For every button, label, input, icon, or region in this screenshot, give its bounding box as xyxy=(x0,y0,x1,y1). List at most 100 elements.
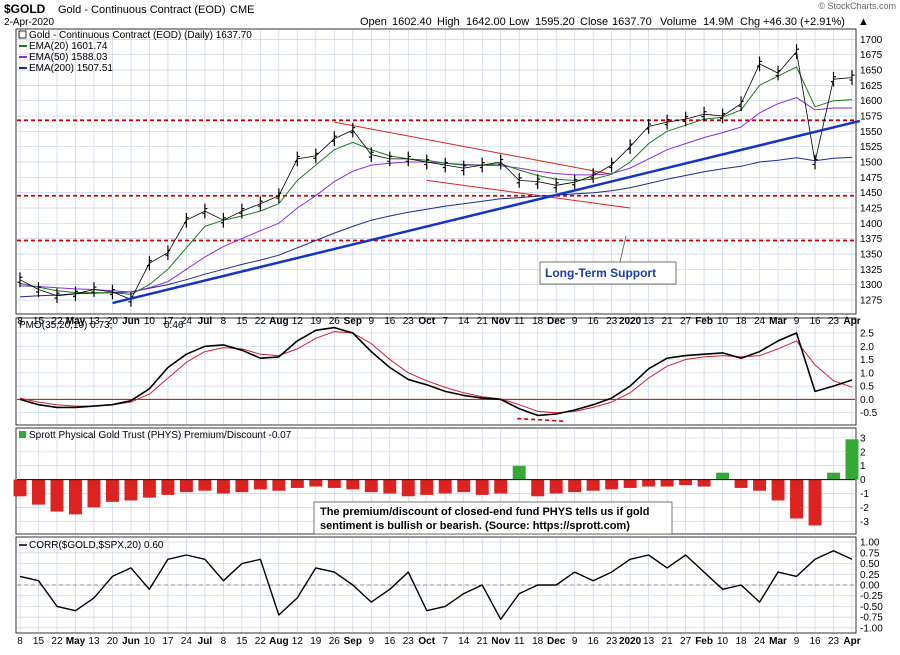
phys-bar xyxy=(87,479,101,508)
phys-bar xyxy=(235,479,249,493)
phys-tick-label: 0 xyxy=(860,475,866,486)
upper-x-tick-label: 18 xyxy=(532,316,544,327)
upper-x-tick-label: 13 xyxy=(88,316,100,327)
price-tick-label: 1650 xyxy=(860,66,883,77)
upper-x-tick-label: 18 xyxy=(736,316,748,327)
phys-bar xyxy=(420,479,434,495)
phys-bar xyxy=(605,479,619,490)
phys-bar xyxy=(827,472,840,480)
instrument-name: Gold - Continuous Contract (EOD) xyxy=(58,4,226,16)
corr-tick-label: 0.50 xyxy=(860,559,880,570)
header-date: 2-Apr-2020 xyxy=(4,17,54,28)
upper-x-tick-label: Jul xyxy=(198,316,213,327)
phys-bar xyxy=(753,479,767,491)
corr-tick-label: -0.25 xyxy=(860,591,883,602)
lower-x-tick-label: 11 xyxy=(514,636,525,647)
chg-value: +46.30 (+2.91%) xyxy=(763,16,845,28)
upper-x-tick-label: Aug xyxy=(269,316,288,327)
lower-x-tick-label: 27 xyxy=(680,636,692,647)
price-tick-label: 1325 xyxy=(860,265,883,276)
price-tick-label: 1450 xyxy=(860,188,883,199)
pmo-tick-label: 2.0 xyxy=(860,342,874,353)
phys-callout-line2: sentiment is bullish or bearish. (Source… xyxy=(320,520,630,532)
phys-bar xyxy=(494,479,508,494)
phys-bar xyxy=(438,479,452,494)
corr-legend: CORR($GOLD,$SPX,20) 0.60 xyxy=(19,540,164,551)
phys-bar xyxy=(771,479,785,501)
pmo-tick-label: 2.5 xyxy=(860,328,874,339)
upper-x-tick-label: 13 xyxy=(643,316,655,327)
phys-legend-swatch xyxy=(19,431,26,438)
upper-x-tick-label: 16 xyxy=(384,316,396,327)
phys-bar xyxy=(808,479,822,526)
corr-tick-label: -1.00 xyxy=(860,623,883,634)
price-tick-label: 1350 xyxy=(860,249,883,260)
phys-tick-label: -1 xyxy=(860,489,869,500)
lower-x-tick-label: Nov xyxy=(491,636,510,647)
lower-x-tick-label: 13 xyxy=(643,636,655,647)
lower-x-tick-label: 21 xyxy=(477,636,489,647)
ema20-legend-label: EMA(20) 1601.74 xyxy=(29,41,108,52)
phys-bar xyxy=(142,479,156,498)
lower-x-tick-label: Sep xyxy=(344,636,362,647)
ema200-legend-label: EMA(200) 1507.51 xyxy=(29,63,113,74)
phys-bar xyxy=(346,479,360,490)
upper-x-tick-label: 23 xyxy=(403,316,415,327)
upper-x-tick-label: 16 xyxy=(588,316,600,327)
upper-x-tick-label: Nov xyxy=(491,316,510,327)
wedge-lower-line xyxy=(426,179,631,209)
pmo-signal-legend-label: 0.46 xyxy=(164,320,184,331)
pmo-legend: PMO(35,20,10) 0.73, 0.46 xyxy=(19,320,184,331)
phys-bar xyxy=(457,479,471,493)
lower-x-tick-label: 16 xyxy=(809,636,821,647)
open-value: 1602.40 xyxy=(392,16,432,28)
upper-x-tick-label: 15 xyxy=(33,316,45,327)
up-triangle-icon: ▲ xyxy=(858,16,869,28)
pmo-tick-label: 0.0 xyxy=(860,395,874,406)
phys-bar xyxy=(68,479,82,515)
price-tick-label: 1500 xyxy=(860,157,883,168)
upper-x-tick-label: 21 xyxy=(662,316,674,327)
lower-x-tick-label: 10 xyxy=(144,636,156,647)
phys-bar xyxy=(290,479,304,488)
price-series-1-line xyxy=(19,66,853,295)
price-tick-label: 1275 xyxy=(860,295,883,306)
phys-bar xyxy=(124,479,138,501)
phys-bar xyxy=(568,479,582,493)
phys-bar xyxy=(198,479,212,491)
phys-bar xyxy=(549,479,563,494)
phys-bar xyxy=(179,479,193,493)
close-value: 1637.70 xyxy=(612,16,652,28)
pmo-tick-label: 0.5 xyxy=(860,382,874,393)
lower-x-tick-label: 22 xyxy=(255,636,267,647)
corr-line xyxy=(19,550,853,620)
lower-x-tick-label: 9 xyxy=(794,636,800,647)
phys-legend-label: Sprott Physical Gold Trust (PHYS) Premiu… xyxy=(29,430,292,441)
phys-callout-box xyxy=(313,501,673,535)
lower-x-tick-label: 22 xyxy=(51,636,63,647)
low-value: 1595.20 xyxy=(535,16,575,28)
upper-x-tick-label: 22 xyxy=(51,316,63,327)
volume-label: Volume xyxy=(660,16,697,28)
phys-bar xyxy=(32,479,45,505)
upper-x-tick-label: 8 xyxy=(221,316,227,327)
upper-x-tick-label: 10 xyxy=(717,316,729,327)
upper-x-tick-label: 7 xyxy=(442,316,448,327)
lower-x-tick-label: 23 xyxy=(828,636,840,647)
upper-x-tick-label: 22 xyxy=(255,316,267,327)
pmo-tick-label: 1.5 xyxy=(860,355,874,366)
phys-bar xyxy=(401,479,415,497)
lower-x-tick-label: 9 xyxy=(572,636,578,647)
upper-x-tick-label: Apr xyxy=(843,316,860,327)
upper-x-tick-label: 8 xyxy=(17,316,23,327)
phys-tick-label: 2 xyxy=(860,447,866,458)
lower-x-tick-label: 2020 xyxy=(619,636,642,647)
price-series-3-line xyxy=(19,156,853,298)
lower-x-tick-label: 16 xyxy=(384,636,396,647)
lower-x-tick-label: 18 xyxy=(532,636,544,647)
upper-x-tick-label: Mar xyxy=(769,316,787,327)
price-legend-swatch xyxy=(18,30,27,39)
lower-x-tick-label: 8 xyxy=(221,636,227,647)
